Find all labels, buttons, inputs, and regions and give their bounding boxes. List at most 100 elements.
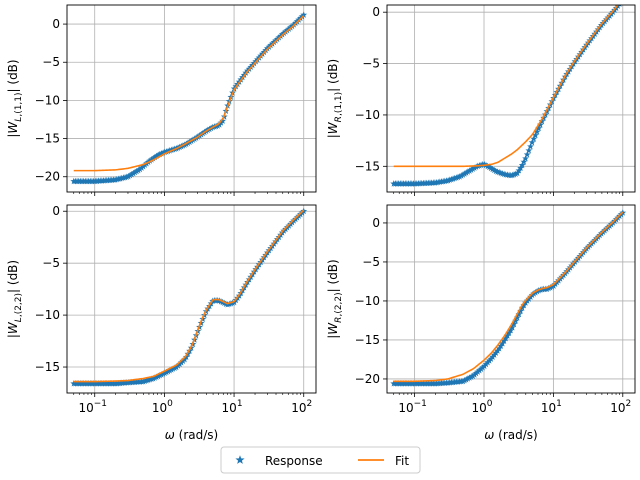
response-point xyxy=(283,26,291,34)
response-point xyxy=(270,38,278,46)
response-point xyxy=(174,362,182,369)
response-point xyxy=(459,171,467,178)
response-point xyxy=(131,168,139,176)
plot-area xyxy=(70,207,308,387)
response-point xyxy=(214,122,222,129)
response-point xyxy=(154,372,162,380)
response-point xyxy=(530,135,538,142)
y-tick-label: −10 xyxy=(355,294,380,308)
y-axis-label: |WR,(1,1)| (dB) xyxy=(326,59,344,138)
plot-area xyxy=(390,5,622,187)
response-point xyxy=(172,363,180,371)
response-point xyxy=(176,360,184,368)
axes-frame xyxy=(66,204,317,394)
response-point xyxy=(489,165,497,173)
response-point xyxy=(154,151,162,159)
x-tick-label: 100 xyxy=(152,399,173,415)
axes-frame xyxy=(386,4,636,193)
y-tick-label: −10 xyxy=(35,308,60,322)
legend-star-icon xyxy=(235,455,245,464)
response-point xyxy=(159,370,167,377)
y-tick-label: −20 xyxy=(355,372,380,386)
response-point xyxy=(484,162,492,170)
x-axis-label: ω (rad/s) xyxy=(165,428,218,442)
response-point xyxy=(128,170,136,178)
response-point xyxy=(263,44,271,52)
y-tick-label: 0 xyxy=(52,204,60,218)
response-point xyxy=(513,314,521,321)
response-point xyxy=(177,359,185,366)
plot-area xyxy=(390,209,627,387)
y-tick-label: −15 xyxy=(35,360,60,374)
x-tick-label: 102 xyxy=(610,399,631,415)
response-point xyxy=(300,11,308,18)
response-point xyxy=(527,142,534,150)
response-point xyxy=(457,172,465,179)
response-point xyxy=(133,167,141,175)
x-tick-label: 102 xyxy=(291,399,312,415)
response-point xyxy=(538,117,546,125)
response-point xyxy=(535,124,543,132)
y-tick-label: −20 xyxy=(35,170,60,184)
axes-frame xyxy=(66,4,317,193)
response-point xyxy=(520,158,528,165)
response-point xyxy=(546,283,554,291)
response-point xyxy=(518,161,526,169)
response-point xyxy=(129,169,137,177)
response-point xyxy=(151,153,159,161)
y-tick-label: −5 xyxy=(362,255,380,269)
response-point xyxy=(548,283,556,290)
y-tick-label: −15 xyxy=(35,132,60,146)
response-point xyxy=(508,323,516,331)
response-point xyxy=(161,369,169,376)
response-point xyxy=(275,34,283,41)
subplot-bottom-right: 0 −5 −10 −15 −20 10−1 100 101 102 |WR,(2,2)| (dB)… xyxy=(326,204,636,442)
response-point xyxy=(461,376,469,384)
response-point xyxy=(153,152,160,160)
x-tick-label: 10−1 xyxy=(398,399,427,415)
response-point xyxy=(464,375,472,382)
y-tick-label: −15 xyxy=(355,333,380,347)
response-point xyxy=(272,37,280,44)
y-tick-label: 0 xyxy=(52,17,60,31)
response-point xyxy=(525,146,533,154)
response-point xyxy=(167,366,175,373)
response-point xyxy=(456,173,464,180)
response-point xyxy=(265,43,273,50)
response-point xyxy=(471,164,478,171)
x-tick-label: 101 xyxy=(541,399,562,415)
response-point xyxy=(134,166,142,174)
response-point xyxy=(273,35,281,43)
legend-label-fit: Fit xyxy=(395,454,409,468)
response-point xyxy=(461,170,469,177)
response-point xyxy=(171,364,179,371)
response-point xyxy=(166,366,174,374)
response-point xyxy=(159,149,167,156)
response-point xyxy=(480,160,488,168)
response-point xyxy=(510,320,518,328)
response-point xyxy=(512,317,520,324)
response-point xyxy=(532,131,539,139)
response-point xyxy=(146,157,154,164)
response-point xyxy=(466,374,473,381)
x-tick-label: 100 xyxy=(471,399,492,415)
response-point xyxy=(462,169,470,176)
y-tick-label: −15 xyxy=(355,159,380,173)
response-point xyxy=(268,40,276,47)
response-point xyxy=(164,367,172,375)
response-point xyxy=(156,150,164,158)
response-point xyxy=(138,164,146,171)
response-point xyxy=(151,374,159,381)
x-tick-label: 101 xyxy=(222,399,243,415)
x-tick-label: 10−1 xyxy=(78,399,107,415)
response-point xyxy=(530,290,538,297)
response-point xyxy=(479,364,487,371)
subplot-top-left: 0 −5 −10 −15 −20 |WL,(1,1)| (dB) xyxy=(6,4,317,196)
fit-line xyxy=(393,5,619,168)
response-point xyxy=(267,41,275,49)
y-tick-label: −10 xyxy=(35,93,60,107)
response-point xyxy=(462,376,470,383)
response-point xyxy=(512,170,520,177)
axes-frame xyxy=(386,204,636,394)
response-point xyxy=(533,128,541,135)
